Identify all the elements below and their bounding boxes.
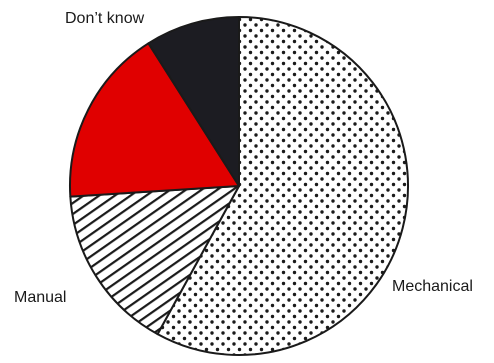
pie-slice-slice-3 [68,42,240,198]
labels-layer: Mechanical Manual Don’t know [14,10,473,306]
slice-label-don-t-know: Don’t know [65,10,145,27]
pie-slice-manual [69,185,240,336]
pie-slice-don-t-know [147,16,240,187]
slices-layer [68,16,409,356]
pie-slice-mechanical [156,16,409,356]
slice-label-mechanical: Mechanical [392,278,473,295]
slice-label-manual: Manual [14,289,66,306]
